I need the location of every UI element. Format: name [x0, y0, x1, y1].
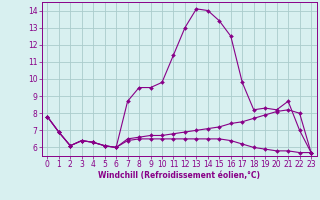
X-axis label: Windchill (Refroidissement éolien,°C): Windchill (Refroidissement éolien,°C)	[98, 171, 260, 180]
